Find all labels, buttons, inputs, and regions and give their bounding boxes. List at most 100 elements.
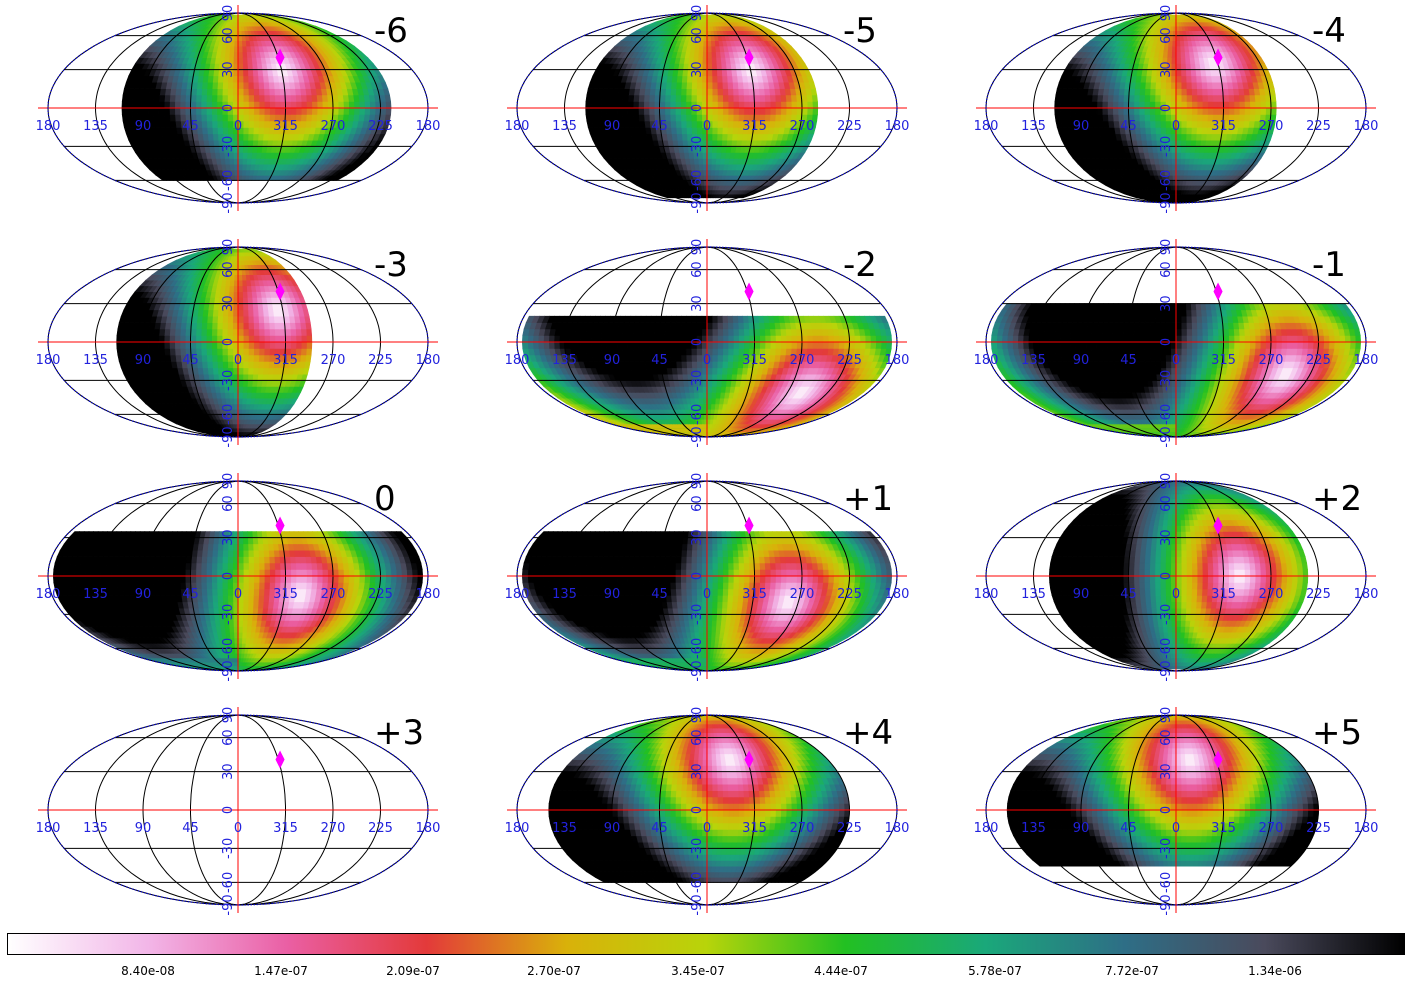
intensity-cell bbox=[332, 107, 339, 115]
intensity-cell bbox=[1059, 107, 1066, 115]
intensity-cell bbox=[1112, 101, 1119, 109]
intensity-cell bbox=[1117, 107, 1124, 115]
longitude-tick-label: 180 bbox=[1354, 119, 1379, 134]
intensity-cell bbox=[1184, 158, 1190, 165]
intensity-cell bbox=[711, 152, 717, 159]
intensity-cell bbox=[216, 81, 224, 89]
intensity-cell bbox=[1179, 169, 1185, 176]
intensity-cell bbox=[732, 107, 740, 115]
intensity-cell bbox=[221, 120, 229, 128]
intensity-cell bbox=[1159, 94, 1166, 102]
longitude-tick-label: 0 bbox=[703, 119, 711, 134]
intensity-cell bbox=[711, 88, 718, 96]
intensity-cell bbox=[1191, 114, 1198, 122]
intensity-cell bbox=[632, 101, 639, 109]
intensity-cell bbox=[690, 88, 698, 96]
intensity-cell bbox=[680, 127, 688, 135]
intensity-field bbox=[585, 14, 819, 199]
intensity-cell bbox=[1180, 75, 1187, 83]
intensity-cell bbox=[669, 101, 676, 109]
intensity-cell bbox=[1122, 94, 1130, 102]
intensity-cell bbox=[1196, 114, 1203, 122]
intensity-cell bbox=[716, 139, 723, 147]
intensity-cell bbox=[1149, 88, 1156, 96]
intensity-cell bbox=[1180, 127, 1187, 135]
intensity-cell bbox=[184, 94, 192, 102]
intensity-cell bbox=[1122, 107, 1129, 115]
intensity-cell bbox=[732, 88, 739, 96]
intensity-cell bbox=[717, 114, 724, 122]
intensity-cell bbox=[721, 133, 728, 141]
intensity-cell bbox=[299, 120, 307, 128]
intensity-cell bbox=[342, 107, 350, 115]
intensity-cell bbox=[1165, 88, 1172, 96]
intensity-cell bbox=[1194, 139, 1202, 147]
intensity-cell bbox=[1184, 57, 1191, 64]
intensity-cell bbox=[163, 101, 170, 109]
intensity-cell bbox=[710, 45, 716, 53]
sky-map-panel: 180 135 90 45 0 315 270 225 180 -90 -60 -30 0 30 60 90-… bbox=[469, 0, 938, 232]
intensity-cell bbox=[233, 45, 239, 53]
intensity-cell bbox=[237, 380, 244, 387]
intensity-cell bbox=[1149, 101, 1156, 109]
intensity-cell bbox=[1244, 101, 1251, 109]
intensity-cell bbox=[721, 127, 729, 135]
intensity-cell bbox=[1181, 107, 1187, 115]
intensity-cell bbox=[1179, 163, 1185, 171]
intensity-cell bbox=[1096, 101, 1103, 109]
intensity-cell bbox=[1238, 101, 1245, 109]
intensity-cell bbox=[241, 409, 246, 415]
intensity-cell bbox=[1206, 81, 1213, 89]
intensity-cell bbox=[201, 127, 208, 135]
longitude-tick-label: 180 bbox=[505, 119, 530, 134]
intensity-cell bbox=[701, 88, 708, 96]
intensity-cell bbox=[811, 94, 818, 102]
intensity-cell bbox=[717, 107, 724, 115]
intensity-cell bbox=[711, 114, 718, 122]
intensity-cell bbox=[184, 101, 191, 109]
sky-map-panel: 180 135 90 45 0 315 270 225 180 -90 -60 -30 0 30 60 90-… bbox=[0, 0, 469, 232]
intensity-cell bbox=[1054, 94, 1062, 102]
intensity-cell bbox=[246, 386, 253, 393]
latitude-tick-label: -90 bbox=[690, 192, 705, 213]
intensity-cell bbox=[659, 94, 666, 102]
intensity-cell bbox=[764, 107, 771, 115]
intensity-cell bbox=[1185, 81, 1192, 89]
intensity-cell bbox=[721, 139, 728, 147]
intensity-cell bbox=[1175, 30, 1180, 36]
intensity-cell bbox=[242, 94, 249, 102]
intensity-cell bbox=[1175, 180, 1180, 186]
intensity-cell bbox=[669, 107, 676, 115]
intensity-cell bbox=[1243, 94, 1251, 102]
intensity-cell bbox=[153, 107, 160, 115]
intensity-cell bbox=[200, 14, 216, 19]
longitude-tick-label: 225 bbox=[1306, 119, 1331, 134]
intensity-cell bbox=[174, 101, 181, 109]
intensity-cell bbox=[716, 75, 723, 83]
intensity-cell bbox=[706, 180, 711, 186]
intensity-cell bbox=[1185, 139, 1192, 147]
intensity-cell bbox=[285, 107, 292, 115]
intensity-cell bbox=[237, 45, 243, 53]
intensity-cell bbox=[1075, 101, 1082, 109]
intensity-cell bbox=[253, 88, 260, 96]
intensity-cell bbox=[706, 51, 712, 58]
intensity-cell bbox=[242, 120, 249, 128]
intensity-cell bbox=[1117, 94, 1125, 102]
map-outline bbox=[516, 12, 898, 204]
intensity-cell bbox=[680, 94, 687, 102]
intensity-cell bbox=[174, 94, 181, 102]
intensity-cell bbox=[706, 45, 712, 53]
intensity-cell bbox=[670, 81, 677, 89]
intensity-cell bbox=[680, 101, 687, 109]
intensity-cell bbox=[1184, 152, 1191, 159]
intensity-cell bbox=[1185, 69, 1192, 77]
intensity-cell bbox=[237, 175, 243, 181]
intensity-cell bbox=[1179, 35, 1184, 41]
intensity-cell bbox=[1175, 57, 1182, 64]
latitude-tick-label: 90 bbox=[221, 5, 236, 22]
intensity-cell bbox=[779, 114, 787, 122]
longitude-tick-label: 270 bbox=[790, 119, 815, 134]
intensity-cell bbox=[242, 75, 249, 83]
intensity-cell bbox=[1180, 152, 1186, 159]
